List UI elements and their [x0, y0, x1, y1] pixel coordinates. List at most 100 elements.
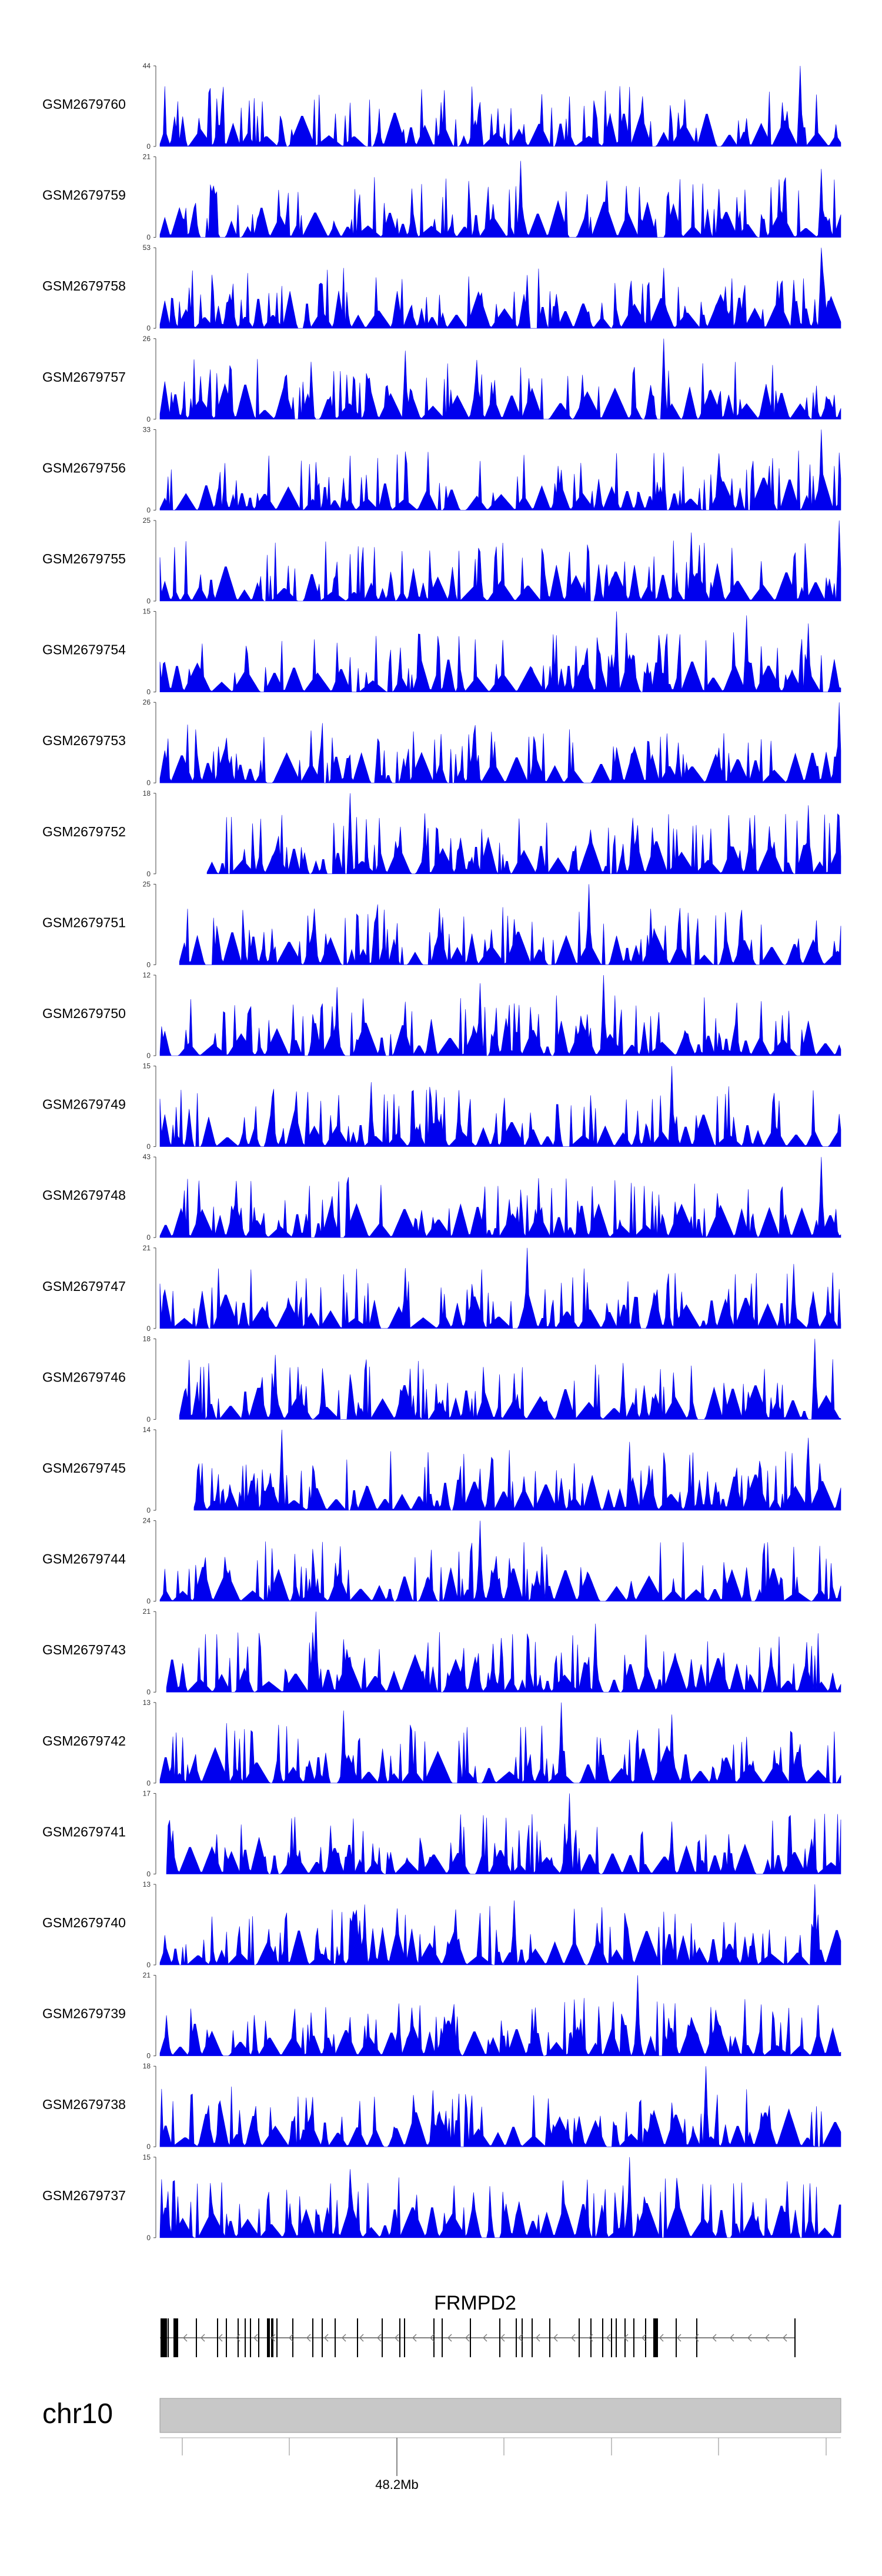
coverage-area	[193, 1429, 841, 1511]
y-min-label: 0	[146, 1961, 151, 1969]
strand-arrow	[447, 2334, 452, 2342]
track-GSM2679746: GSM2679746 18 0	[42, 1334, 841, 1423]
coverage-area	[159, 1975, 841, 2057]
y-min-label: 0	[146, 1597, 151, 1606]
strand-arrow	[500, 2334, 505, 2342]
track-GSM2679754: GSM2679754 15 0	[42, 608, 841, 696]
coverage-area	[179, 1339, 841, 1420]
gene-model	[160, 2318, 796, 2357]
coverage-area	[159, 429, 841, 511]
strand-arrow	[342, 2334, 346, 2342]
strand-arrow	[624, 2334, 629, 2342]
coverage-area	[159, 2066, 841, 2147]
strand-arrow	[765, 2334, 770, 2342]
track-GSM2679758: GSM2679758 53 0	[42, 243, 841, 332]
y-min-label: 0	[146, 1324, 151, 1333]
strand-arrow	[201, 2334, 205, 2342]
y-min-label: 0	[146, 597, 151, 605]
strand-arrow	[642, 2334, 646, 2342]
y-max-label: 21	[143, 1607, 151, 1616]
coverage-area	[166, 1611, 841, 1693]
track-label: GSM2679754	[42, 642, 126, 658]
exon-block	[272, 2318, 273, 2357]
coverage-area	[179, 884, 841, 966]
strand-arrow	[589, 2334, 593, 2342]
track-label: GSM2679755	[42, 551, 126, 566]
y-max-label: 43	[143, 1153, 151, 1161]
y-max-label: 15	[143, 1062, 151, 1070]
y-max-label: 21	[143, 1971, 151, 1980]
y-min-label: 0	[146, 779, 151, 787]
exon-block	[268, 2318, 270, 2357]
y-min-label: 0	[146, 1233, 151, 1242]
coverage-area	[159, 338, 841, 420]
y-max-label: 17	[143, 1789, 151, 1797]
strand-arrow	[430, 2334, 435, 2342]
y-max-label: 33	[143, 425, 151, 433]
exon-block	[654, 2318, 658, 2357]
track-label: GSM2679756	[42, 460, 126, 475]
y-min-label: 0	[146, 1688, 151, 1696]
y-min-label: 0	[146, 1779, 151, 1787]
gene-name-label: FRMPD2	[434, 2292, 516, 2314]
track-GSM2679760: GSM2679760 44 0	[42, 62, 841, 151]
y-min-label: 0	[146, 1143, 151, 1151]
track-GSM2679747: GSM2679747 21 0	[42, 1244, 841, 1333]
strand-arrow	[306, 2334, 311, 2342]
coverage-area	[159, 1157, 841, 1238]
strand-arrow	[465, 2334, 470, 2342]
track-GSM2679737: GSM2679737 15 0	[42, 2153, 841, 2242]
y-max-label: 18	[143, 789, 151, 798]
strand-arrow	[659, 2334, 664, 2342]
coverage-area	[159, 611, 841, 693]
coverage-tracks: GSM2679760440GSM2679759210GSM2679758530G…	[42, 62, 841, 2242]
y-min-label: 0	[146, 2052, 151, 2060]
track-label: GSM2679760	[42, 96, 126, 112]
track-GSM2679743: GSM2679743 21 0	[42, 1607, 841, 1696]
track-label: GSM2679747	[42, 1279, 126, 1294]
y-min-label: 0	[146, 870, 151, 878]
track-label: GSM2679744	[42, 1551, 126, 1567]
strand-arrow	[571, 2334, 576, 2342]
strand-arrow	[253, 2334, 258, 2342]
strand-arrow	[553, 2334, 558, 2342]
chromosome-band	[159, 2398, 841, 2433]
y-min-label: 0	[146, 506, 151, 514]
exon-block	[174, 2318, 177, 2357]
strand-arrow	[712, 2334, 717, 2342]
y-min-label: 0	[146, 324, 151, 332]
coverage-area	[159, 702, 841, 783]
coverage-area	[159, 1066, 841, 1147]
gene-annotation-track: FRMPD2	[160, 2292, 796, 2357]
coverage-area	[159, 1702, 841, 1784]
y-max-label: 21	[143, 153, 151, 161]
y-max-label: 21	[143, 1244, 151, 1252]
strand-arrow	[536, 2334, 540, 2342]
strand-arrow	[359, 2334, 364, 2342]
track-GSM2679750: GSM2679750 12 0	[42, 971, 841, 1060]
strand-arrow	[518, 2334, 523, 2342]
track-GSM2679739: GSM2679739 21 0	[42, 1971, 841, 2060]
strand-arrow	[324, 2334, 329, 2342]
track-GSM2679757: GSM2679757 26 0	[42, 335, 841, 423]
coverage-area	[159, 65, 841, 147]
track-GSM2679753: GSM2679753 26 0	[42, 698, 841, 787]
strand-arrow	[236, 2334, 240, 2342]
track-label: GSM2679759	[42, 188, 126, 203]
y-min-label: 0	[146, 415, 151, 423]
chromosome-label: chr10	[42, 2398, 113, 2430]
track-label: GSM2679738	[42, 2097, 126, 2112]
track-label: GSM2679745	[42, 1460, 126, 1476]
coverage-area	[159, 1520, 841, 1602]
y-max-label: 24	[143, 1517, 151, 1525]
y-max-label: 53	[143, 243, 151, 252]
y-max-label: 18	[143, 2062, 151, 2070]
genome-axis	[160, 2437, 841, 2476]
track-label: GSM2679742	[42, 1733, 126, 1749]
track-label: GSM2679740	[42, 1915, 126, 1930]
track-GSM2679749: GSM2679749 15 0	[42, 1062, 841, 1151]
track-GSM2679740: GSM2679740 13 0	[42, 1880, 841, 1969]
strand-arrow	[730, 2334, 734, 2342]
track-GSM2679742: GSM2679742 13 0	[42, 1699, 841, 1787]
